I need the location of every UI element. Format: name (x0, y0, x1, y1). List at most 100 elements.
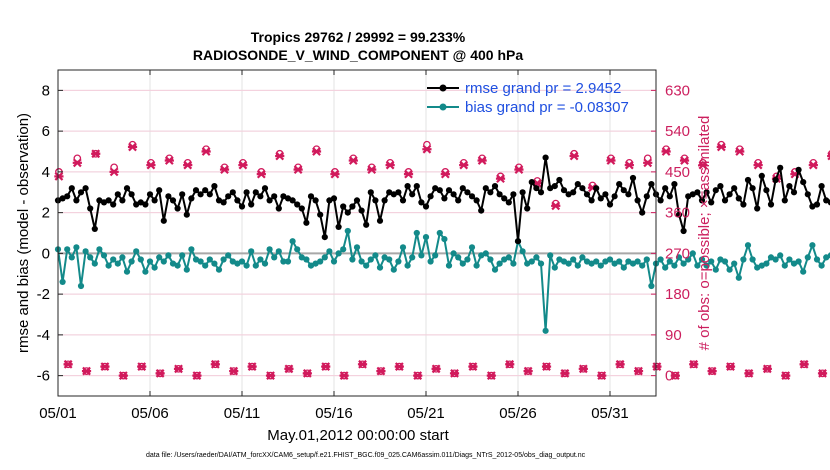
rmse-point (459, 185, 466, 192)
bias-point (468, 244, 476, 251)
bias-point (418, 252, 425, 259)
obs-assimilated-point (505, 359, 515, 369)
obs-assimilated-point (109, 167, 119, 177)
obs-assimilated-point (357, 359, 368, 369)
bias-point (128, 258, 135, 265)
bias-point (142, 268, 149, 275)
bias-point (648, 282, 655, 290)
bias-point (533, 254, 540, 261)
bias-point (422, 234, 430, 241)
bias-point (482, 250, 489, 257)
obs-assimilated-point (146, 160, 156, 170)
x-tick-label: 05/11 (224, 405, 260, 422)
rmse-point (666, 193, 673, 200)
rmse-point (519, 189, 526, 196)
rmse-point (248, 201, 255, 208)
rmse-point (717, 183, 724, 190)
obs-assimilated-point (459, 160, 469, 170)
rmse-point (648, 181, 655, 188)
bias-point (133, 248, 140, 255)
rmse-point (542, 154, 549, 161)
rmse-point (514, 238, 522, 245)
bias-point (744, 242, 752, 249)
rmse-point (818, 183, 825, 190)
bias-point (680, 260, 687, 267)
bias-point (160, 258, 167, 265)
obs-assimilated-point (633, 366, 644, 376)
rmse-point (298, 205, 305, 212)
rmse-point (257, 193, 264, 200)
y-tick-label-right: 180 (665, 286, 690, 303)
rmse-point (114, 191, 121, 198)
bias-point (740, 256, 747, 263)
rmse-point (340, 203, 347, 210)
x-tick-label: 05/31 (591, 405, 629, 422)
bias-point (436, 229, 443, 237)
rmse-point (482, 185, 489, 192)
bias-point (496, 260, 503, 267)
bias-point (330, 258, 338, 265)
bias-point (519, 248, 526, 255)
rmse-point (731, 185, 738, 192)
bias-point (551, 264, 558, 271)
obs-assimilated-point (100, 362, 110, 371)
x-axis-label: May.01,2012 00:00:00 start (267, 427, 449, 444)
rmse-point (409, 191, 416, 198)
rmse-point (781, 197, 788, 204)
bias-point (96, 246, 103, 253)
y-tick-label: 2 (42, 205, 50, 222)
obs-assimilated-point (431, 364, 441, 374)
bias-point (616, 258, 623, 265)
rmse-point (363, 221, 370, 228)
rmse-point (735, 195, 742, 202)
bias-point (763, 260, 770, 267)
obs-assimilated-point (284, 364, 294, 374)
obs-assimilated-point (799, 359, 809, 369)
axes-background (58, 70, 656, 396)
bias-point (100, 252, 108, 259)
rmse-point (754, 205, 761, 212)
bias-point (510, 260, 517, 267)
bias-point (505, 254, 512, 261)
rmse-point (266, 197, 273, 204)
rmse-point (708, 199, 715, 206)
bias-point (202, 262, 209, 269)
bias-point (432, 252, 439, 259)
obs-assimilated-point (137, 362, 147, 371)
obs-assimilated-point (183, 160, 193, 170)
bias-point (657, 256, 664, 263)
rmse-point (353, 197, 361, 204)
rmse-point (289, 197, 296, 204)
bias-point (146, 258, 154, 265)
obs-assimilated-point (275, 151, 285, 161)
bias-point (399, 244, 407, 251)
obs-assimilated-point (348, 156, 358, 165)
rmse-point (105, 197, 112, 204)
bias-point (643, 256, 650, 263)
data-marks (54, 140, 830, 381)
rmse-point (680, 227, 687, 235)
rmse-point (376, 217, 384, 224)
bias-point (804, 254, 811, 261)
obs-assimilated-point (81, 366, 92, 376)
y-tick-label: -2 (37, 286, 50, 303)
obs-assimilated-point (201, 147, 211, 156)
rmse-point (583, 191, 591, 198)
rmse-point (303, 219, 310, 226)
rmse-point (169, 197, 177, 204)
rmse-point (634, 197, 641, 204)
bias-point (87, 254, 94, 261)
bias-point (349, 256, 356, 263)
rmse-point (413, 183, 420, 190)
bias-point (110, 256, 117, 263)
bias-point (59, 278, 66, 285)
rmse-point (487, 189, 494, 196)
bias-point (68, 254, 75, 261)
rmse-point (367, 189, 374, 196)
bias-point (662, 264, 669, 271)
obs-assimilated-point (118, 371, 128, 381)
rmse-point (321, 234, 328, 241)
bias-point (151, 264, 158, 271)
bias-point (206, 256, 213, 263)
bias-point (726, 266, 733, 273)
